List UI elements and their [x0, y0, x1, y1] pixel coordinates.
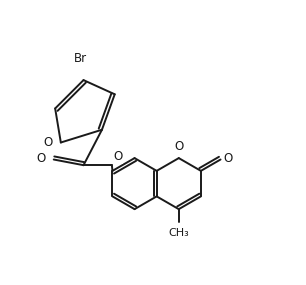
Text: O: O [223, 152, 233, 166]
Text: O: O [43, 136, 52, 149]
Text: O: O [113, 150, 122, 163]
Text: O: O [36, 152, 46, 165]
Text: Br: Br [73, 52, 87, 64]
Text: O: O [174, 140, 183, 153]
Text: CH₃: CH₃ [168, 228, 189, 238]
